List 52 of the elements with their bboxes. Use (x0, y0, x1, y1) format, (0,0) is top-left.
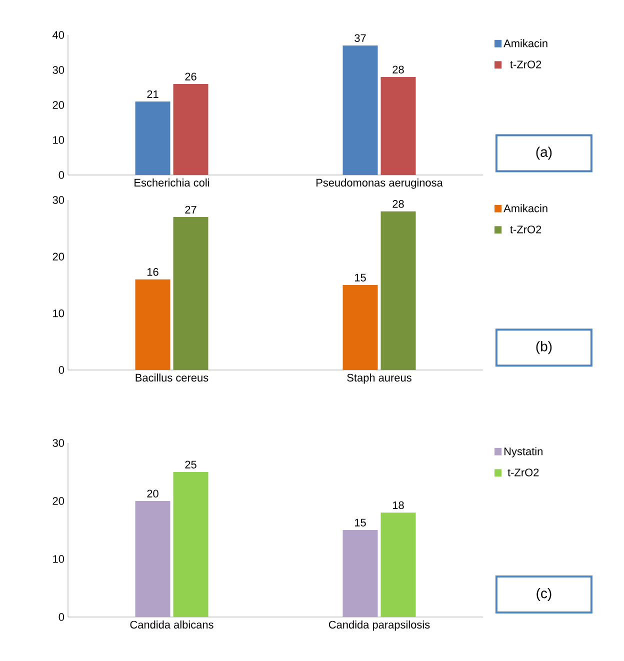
data-label: 15 (354, 518, 366, 526)
y-tick-label: 10 (53, 309, 64, 318)
bar (173, 216, 208, 370)
y-tick-label: 30 (52, 66, 64, 74)
legend-label: Nystatin (504, 447, 542, 458)
legend-label: t-ZrO2 (508, 468, 539, 476)
bar (173, 84, 208, 175)
data-label: 26 (185, 72, 196, 80)
bar (342, 284, 378, 370)
bar (173, 472, 208, 617)
bar (342, 530, 378, 617)
y-tick-label: 20 (52, 497, 64, 505)
data-label: 28 (392, 200, 404, 208)
bar (135, 279, 170, 370)
y-tick-label: 30 (52, 439, 64, 447)
y-tick-label: 20 (52, 101, 64, 109)
data-label: 21 (147, 90, 158, 98)
x-tick-label: Escherichia coli (134, 178, 210, 187)
data-label: 27 (185, 206, 196, 214)
bar (135, 501, 170, 617)
bar (380, 512, 416, 617)
y-tick-label: 40 (52, 31, 64, 39)
data-label: 37 (354, 34, 366, 42)
bar (135, 101, 170, 175)
y-tick-label: 30 (52, 196, 64, 204)
text: (b) (536, 341, 552, 354)
y-tick-label: 10 (53, 555, 64, 563)
legend-label: Amikacin (504, 39, 548, 48)
x-tick-label: Staph aureus (347, 374, 412, 384)
bar (380, 211, 416, 370)
data-label: 25 (185, 460, 196, 468)
y-tick-label: 0 (58, 366, 64, 374)
y-tick-label: 0 (58, 171, 64, 179)
data-label: 16 (147, 268, 158, 276)
text: (c) (536, 588, 552, 602)
data-label: 28 (392, 66, 404, 74)
x-tick-label: Bacillus cereus (136, 374, 208, 382)
text: (a) (536, 146, 552, 160)
legend-label: t-ZrO2 (510, 226, 542, 234)
y-tick-label: 20 (52, 252, 64, 261)
data-label: 15 (354, 274, 366, 282)
data-label: 18 (392, 501, 404, 510)
y-tick-label: 10 (53, 136, 64, 144)
data-label: 20 (147, 490, 158, 498)
bar (342, 45, 378, 175)
x-tick-label: Candida parapsilosis (328, 620, 430, 631)
legend-label: t-ZrO2 (510, 60, 542, 68)
legend-label: Amikacin (504, 204, 548, 212)
y-tick-label: 0 (58, 613, 64, 621)
x-tick-label: Pseudomonas aeruginosa (316, 178, 443, 189)
bar (380, 76, 416, 175)
x-tick-label: Candida albicans (130, 620, 214, 629)
